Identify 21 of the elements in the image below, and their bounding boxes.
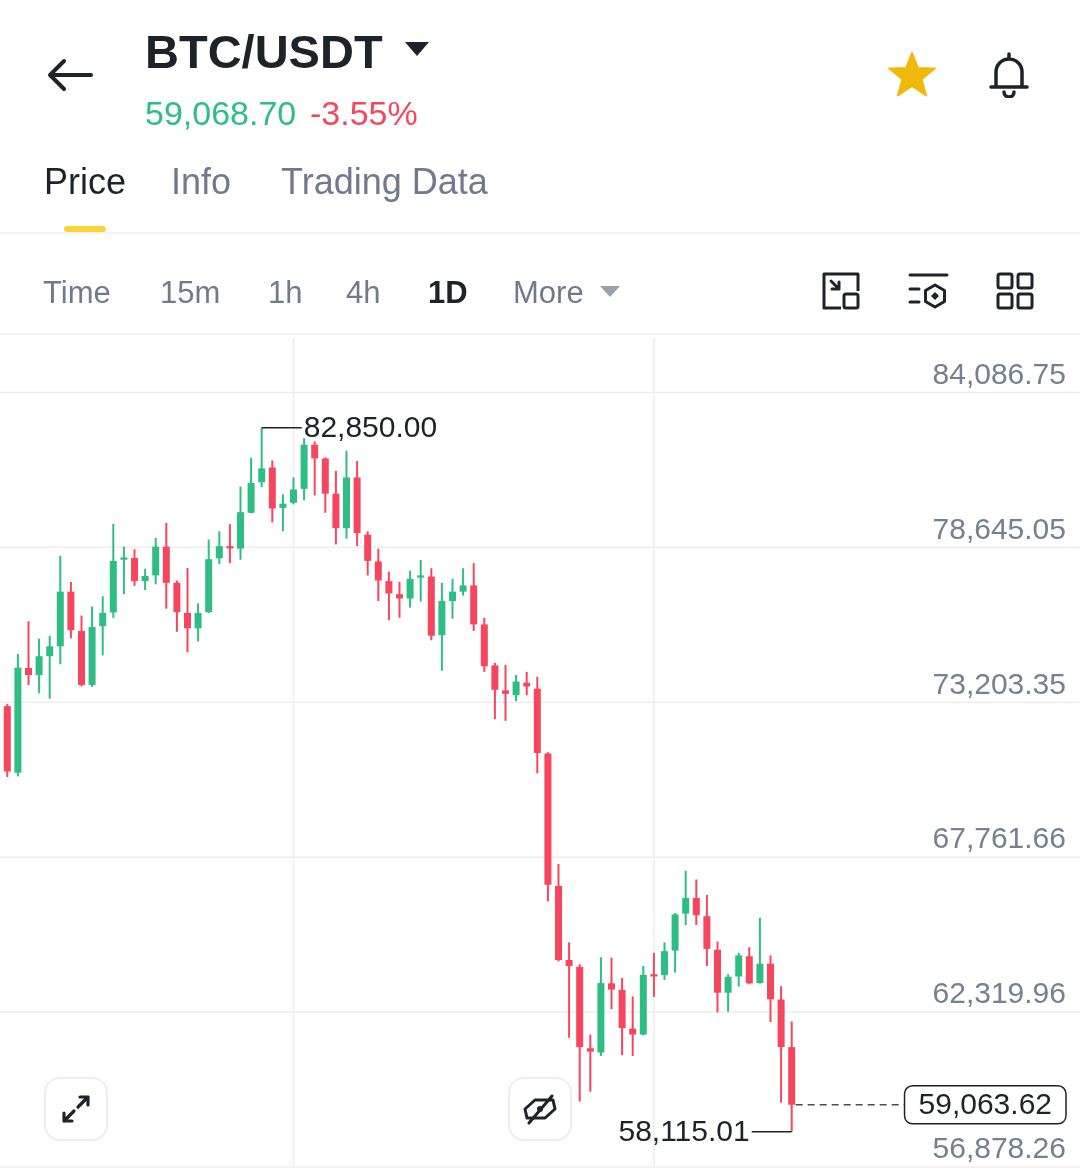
text: Info bbox=[171, 161, 232, 202]
text: Time bbox=[43, 275, 111, 310]
y-tick-label: 67,761.66 bbox=[932, 821, 1066, 855]
text: More bbox=[513, 275, 584, 310]
annotation: 82,850.00 bbox=[303, 409, 438, 443]
text: 4h bbox=[346, 275, 381, 310]
chart-subtitle: 59,068.70 bbox=[145, 94, 297, 132]
chart-title: BTC/USDT bbox=[145, 25, 383, 78]
text: 15m bbox=[160, 275, 221, 310]
y-tick-label: 84,086.75 bbox=[932, 356, 1066, 390]
ref-line-label: 59,063.62 bbox=[918, 1087, 1052, 1121]
annotation: 58,115.01 bbox=[618, 1114, 750, 1148]
y-tick-label: 56,878.26 bbox=[932, 1131, 1066, 1165]
y-tick-label: 78,645.05 bbox=[932, 511, 1066, 545]
text: 1h bbox=[268, 275, 303, 310]
text: 1D bbox=[428, 275, 468, 310]
y-tick-label: 73,203.35 bbox=[932, 666, 1066, 700]
text: Trading Data bbox=[281, 161, 488, 202]
y-tick-label: 62,319.96 bbox=[932, 976, 1066, 1010]
text: Price bbox=[44, 161, 127, 202]
text: -3.55% bbox=[310, 94, 418, 132]
